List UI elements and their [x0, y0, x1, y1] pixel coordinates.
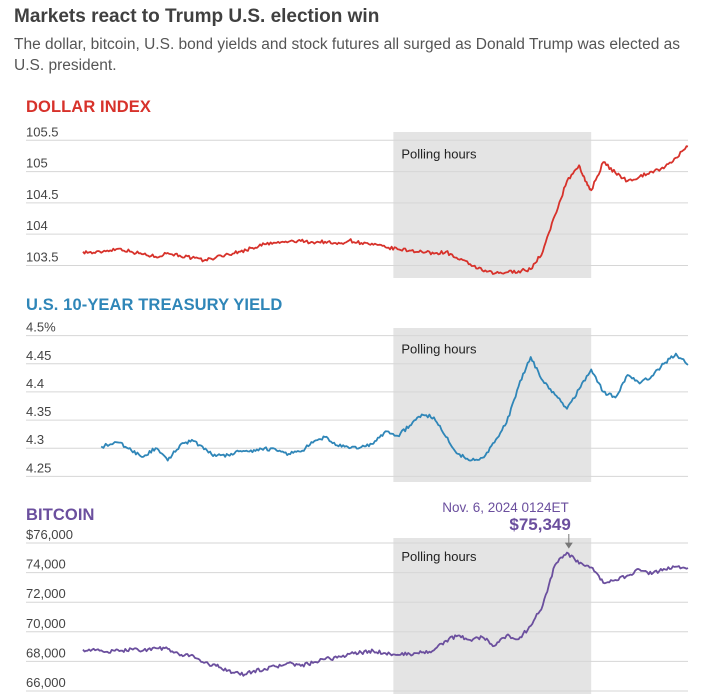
y-tick-label: 68,000	[26, 645, 66, 660]
series-line	[82, 145, 689, 275]
y-tick-label: $76,000	[26, 527, 73, 542]
chart-subtitle: The dollar, bitcoin, U.S. bond yields an…	[14, 36, 680, 74]
y-tick-label: 66,000	[26, 675, 66, 690]
annotation-arrow-icon	[564, 542, 573, 549]
dollar-index-title: DOLLAR INDEX	[26, 98, 151, 116]
treasury-yield-chart: Polling hours 4.25 4.3 4.35 4.4 4.45 4.5%	[26, 320, 689, 482]
y-tick-label: 4.45	[26, 348, 51, 363]
dollar-index-chart: Polling hours 103.5 104 104.5 105 105.5	[26, 124, 689, 278]
y-tick-label: 4.35	[26, 404, 51, 419]
y-tick-label: 4.25	[26, 460, 51, 475]
y-tick-label: 104.5	[26, 187, 59, 202]
y-tick-label: 105.5	[26, 124, 59, 139]
treasury-yield-title: U.S. 10-YEAR TREASURY YIELD	[26, 296, 283, 314]
y-tick-label: 70,000	[26, 616, 66, 631]
annotation-value: $75,349	[509, 515, 570, 534]
series-line	[82, 551, 689, 677]
y-tick-label: 4.5%	[26, 320, 56, 335]
polling-hours-label: Polling hours	[401, 146, 477, 161]
y-tick-label: 105	[26, 156, 48, 171]
annotation-date: Nov. 6, 2024 0124ET	[442, 500, 569, 515]
y-tick-label: 72,000	[26, 586, 66, 601]
y-tick-label: 103.5	[26, 249, 59, 264]
bitcoin-title: BITCOIN	[26, 506, 95, 524]
y-tick-label: 4.3	[26, 432, 44, 447]
y-tick-label: 74,000	[26, 557, 66, 572]
bitcoin-chart: Polling hours 66,000 68,000 70,000 72,000 74,…	[26, 500, 689, 694]
polling-hours-band	[393, 538, 592, 694]
polling-hours-band	[393, 328, 592, 482]
polling-hours-label: Polling hours	[401, 549, 477, 564]
y-tick-label: 4.4	[26, 376, 44, 391]
y-tick-label: 104	[26, 218, 48, 233]
chart-title: Markets react to Trump U.S. election win	[14, 6, 380, 27]
series-line	[100, 352, 689, 462]
polling-hours-label: Polling hours	[401, 342, 477, 357]
